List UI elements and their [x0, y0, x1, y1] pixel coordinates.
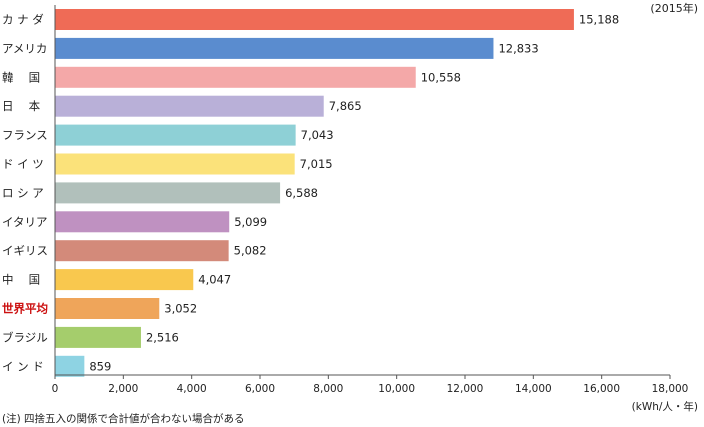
- bar: [55, 298, 160, 319]
- unit-label: (kWh/人・年): [631, 401, 698, 413]
- value-label: 7,043: [301, 128, 334, 142]
- category-label: アメリカ: [2, 41, 47, 55]
- value-label: 859: [89, 359, 111, 373]
- category-label: 日 本: [2, 99, 41, 113]
- value-label: 3,052: [164, 302, 197, 316]
- footnote: (注) 四捨五入の関係で合計値が合わない場合がある: [2, 413, 245, 425]
- category-label: ブラジル: [2, 330, 48, 344]
- bar: [55, 211, 230, 233]
- category-label: ド イ ツ: [2, 157, 44, 171]
- bar: [55, 269, 194, 291]
- bar: [55, 9, 574, 30]
- value-label: 5,082: [234, 244, 267, 258]
- bar: [55, 124, 296, 146]
- bar: [55, 182, 281, 204]
- x-tick-label: 6,000: [245, 383, 275, 395]
- x-tick-label: 2,000: [108, 383, 138, 395]
- category-label: ロ シ ア: [2, 186, 44, 200]
- year-note: (2015年): [650, 2, 698, 15]
- x-tick-label: 14,000: [515, 383, 552, 395]
- x-tick-label: 12,000: [447, 383, 484, 395]
- category-label: 韓 国: [2, 70, 40, 84]
- category-label: フランス: [2, 128, 48, 142]
- value-label: 10,558: [421, 70, 461, 84]
- x-tick-label: 10,000: [378, 383, 415, 395]
- category-label: イギリス: [2, 244, 48, 258]
- x-tick-label: 8,000: [313, 383, 343, 395]
- category-label: イタリア: [2, 215, 48, 229]
- value-label: 2,516: [146, 330, 179, 344]
- category-label: 世界平均: [2, 302, 48, 316]
- category-label: カ ナ ダ: [2, 13, 44, 27]
- category-label: イ ン ド: [2, 359, 44, 373]
- value-label: 6,588: [285, 186, 318, 200]
- value-label: 5,099: [234, 215, 267, 229]
- bar: [55, 240, 229, 262]
- bar: [55, 95, 324, 117]
- bar: [55, 153, 295, 175]
- x-tick-label: 4,000: [177, 383, 207, 395]
- bar: [55, 355, 85, 377]
- bar: [55, 326, 141, 348]
- x-tick-label: 16,000: [583, 383, 620, 395]
- x-tick-label: 18,000: [652, 383, 689, 395]
- value-label: 4,047: [198, 273, 231, 287]
- bar: [55, 37, 494, 59]
- value-label: 7,015: [300, 157, 333, 171]
- category-label: 中 国: [2, 273, 40, 287]
- x-tick-label: 0: [52, 383, 59, 395]
- bar: [55, 66, 416, 88]
- value-label: 12,833: [498, 41, 538, 55]
- value-label: 15,188: [579, 13, 619, 27]
- value-label: 7,865: [329, 99, 362, 113]
